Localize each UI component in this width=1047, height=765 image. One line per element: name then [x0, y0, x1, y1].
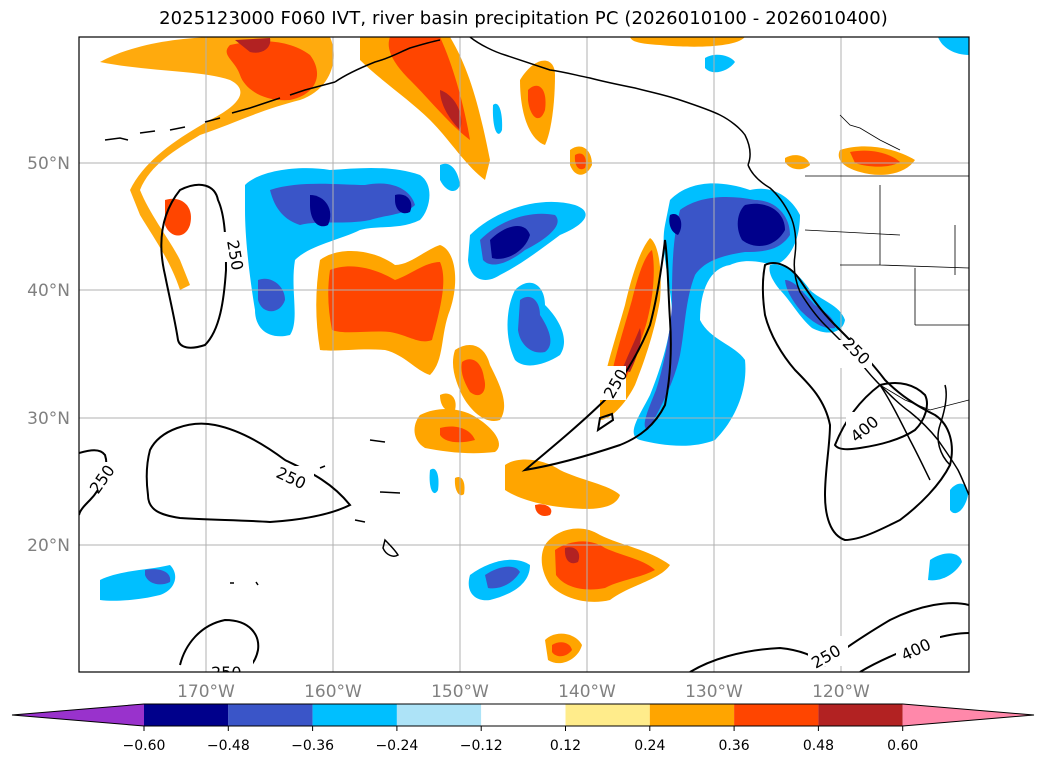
alaska-canada-border — [839, 114, 901, 151]
colorbar-segment — [312, 704, 397, 726]
alaska-coast — [334, 37, 751, 166]
lon-label-150w: 150°W — [431, 682, 489, 702]
pc-shading — [100, 37, 969, 664]
ivt-contour-400-coastal — [833, 382, 928, 451]
contour-label-bg — [272, 466, 314, 492]
longitude-labels: 170°W 160°W 150°W 140°W 130°W 120°W — [177, 682, 870, 702]
lat-label-50n: 50°N — [27, 154, 70, 174]
colorbar-segment — [565, 704, 650, 726]
lon-label-170w: 170°W — [177, 682, 235, 702]
colorbar-segment-under — [12, 704, 144, 726]
colorbar-tick-labels: −0.60 −0.48 −0.36 −0.24 −0.12 0.12 0.24 … — [123, 726, 918, 754]
colorbar-tick-label: −0.24 — [375, 738, 418, 754]
colorbar-tick-label: 0.24 — [634, 738, 665, 754]
lon-label-130w: 130°W — [685, 682, 743, 702]
lon-label-120w: 120°W — [812, 682, 870, 702]
ivt-contour-250-coastal — [761, 262, 953, 542]
baja-california — [879, 384, 951, 481]
colorbar: −0.60 −0.48 −0.36 −0.24 −0.12 0.12 0.24 … — [11, 703, 1035, 754]
lon-label-160w: 160°W — [304, 682, 362, 702]
colorbar-segment — [734, 704, 819, 726]
contour-label-bg — [838, 340, 872, 368]
graticule — [79, 37, 969, 672]
lon-label-140w: 140°W — [558, 682, 616, 702]
contour-label-bg — [207, 658, 253, 672]
lat-label-40n: 40°N — [27, 281, 70, 301]
map-frame — [78, 36, 970, 673]
colorbar-tick-label: 0.12 — [550, 738, 581, 754]
ivt-contour-small-loop — [596, 412, 615, 433]
ivt-contour-250-subtropical — [145, 422, 352, 524]
contour-label-bg — [84, 462, 116, 490]
colorbar-tick-label: −0.36 — [291, 738, 334, 754]
colorbar-segment — [396, 704, 482, 726]
colorbar-tick-label: 0.60 — [887, 738, 918, 754]
small-islands — [230, 581, 259, 586]
colorbar-segment — [481, 704, 566, 726]
colorbar-tick-label: 0.48 — [803, 738, 834, 754]
colorbar-tick-label: −0.48 — [207, 738, 250, 754]
ivt-contour-label: 250 — [211, 663, 242, 682]
colorbar-segment — [818, 704, 903, 726]
contour-label-bg — [896, 632, 940, 660]
ivt-contour-250-northwest — [160, 183, 228, 349]
latitude-labels: 50°N 40°N 30°N 20°N — [27, 154, 70, 556]
colorbar-tick-label: −0.60 — [123, 738, 166, 754]
state-borders — [804, 185, 969, 326]
colorbar-segment — [144, 704, 229, 726]
map-title: 2025123000 F060 IVT, river basin precipi… — [159, 8, 888, 29]
lat-label-30n: 30°N — [27, 409, 70, 429]
contour-label-bg — [846, 412, 880, 442]
colorbar-segment — [228, 704, 313, 726]
lat-label-20n: 20°N — [27, 536, 70, 556]
hawaiian-islands — [319, 439, 401, 557]
ivt-contour-labels: 250 250 250 250 250 400 250 400 250 — [84, 232, 940, 682]
colorbar-segment-over — [902, 704, 1034, 726]
colorbar-tick-label: 0.36 — [719, 738, 750, 754]
colorbar-tick-label: −0.12 — [460, 738, 503, 754]
contour-label-bg — [808, 636, 848, 666]
political-borders — [804, 114, 969, 411]
coastlines — [104, 37, 969, 586]
contour-label-bg — [596, 366, 626, 400]
colorbar-segment — [649, 704, 735, 726]
contour-label-bg — [218, 232, 240, 262]
map-content: 250 250 250 250 250 400 250 400 250 — [79, 37, 969, 682]
aleutian-islands — [104, 81, 336, 141]
